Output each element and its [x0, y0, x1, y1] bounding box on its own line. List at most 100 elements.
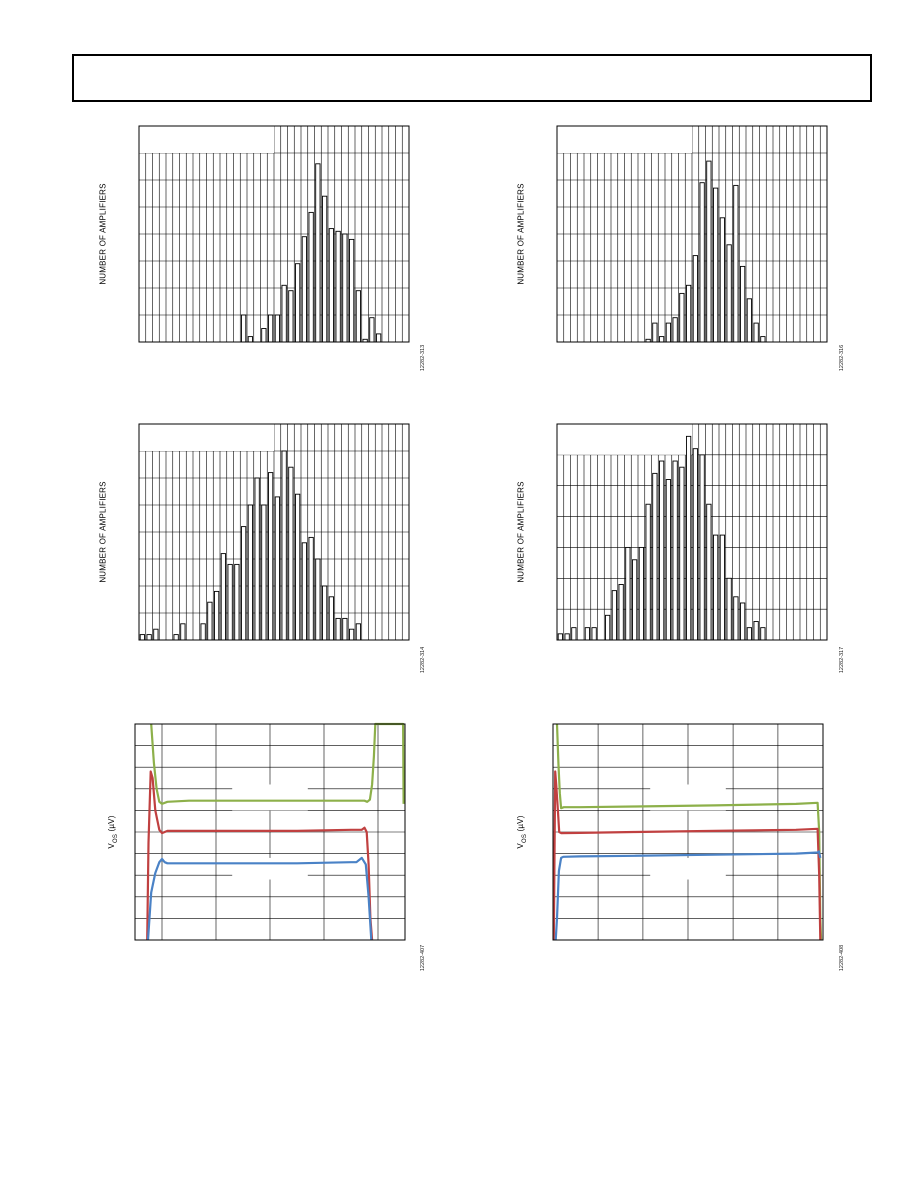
- vos-2-ylabel-unit: (µV): [516, 815, 526, 834]
- hist-1-bar: [294, 263, 301, 343]
- vos-1-ylabel-unit: (µV): [107, 815, 117, 834]
- hist-2-bar: [699, 182, 705, 343]
- hist-4-bar: [618, 584, 624, 641]
- hist-4-bar: [652, 472, 658, 641]
- hist-4-bar: [685, 435, 692, 641]
- hist-2-frame: [556, 125, 828, 343]
- hist-3-bar: [173, 634, 179, 641]
- hist-2-bar: [672, 317, 678, 343]
- hist-1-bar: [342, 233, 348, 343]
- hist-4-bar: [638, 546, 644, 641]
- hist-3-bar: [335, 617, 341, 641]
- hist-1-bar: [274, 314, 280, 343]
- hist-4-bar: [564, 633, 570, 641]
- page-header: [72, 54, 872, 102]
- hist-3-bar: [261, 504, 267, 641]
- hist-1-bar: [261, 328, 267, 343]
- hist-4-bar: [679, 466, 685, 641]
- hist-3-bar: [355, 623, 361, 641]
- vos-2-chart: [552, 723, 824, 941]
- hist-2-bar: [665, 322, 671, 343]
- hist-4-bar: [625, 546, 631, 641]
- hist-3-bar: [288, 466, 294, 641]
- hist-1-bar: [375, 333, 382, 343]
- hist-4-bar: [584, 627, 591, 641]
- hist-3-bar: [247, 504, 253, 641]
- hist-4-bar: [719, 534, 725, 641]
- hist-4-bar: [557, 633, 563, 641]
- vos-1-annotation-area: [232, 784, 308, 811]
- vos-1-frame: [134, 723, 406, 941]
- hist-1-bar: [301, 236, 307, 343]
- hist-3-bar: [328, 596, 334, 641]
- hist-3-bar: [240, 526, 247, 641]
- hist-3-legend-area: [139, 424, 274, 451]
- hist-2-bar: [658, 336, 665, 343]
- hist-3-bar: [207, 601, 213, 641]
- hist-3-bar: [321, 585, 328, 641]
- hist-3-chart: [138, 423, 410, 641]
- hist-2-bar: [652, 322, 658, 343]
- hist-3-bar: [213, 590, 220, 641]
- hist-2-bar: [739, 265, 746, 343]
- hist-4-bar: [571, 627, 577, 641]
- hist-1-bar: [335, 230, 341, 343]
- hist-4-bar: [746, 627, 752, 641]
- vos-1-series-0: [150, 722, 405, 805]
- hist-4-legend-area: [557, 424, 692, 455]
- hist-1-bar: [315, 163, 321, 343]
- hist-4-bar: [753, 621, 759, 641]
- hist-4-bar: [645, 503, 651, 641]
- hist-4-bar: [726, 577, 732, 641]
- hist-1-bar: [267, 314, 274, 343]
- hist-1-bar: [369, 317, 375, 343]
- hist-3-bar: [139, 634, 145, 641]
- hist-4-bar: [665, 479, 671, 641]
- vos-2-frame: [552, 723, 824, 941]
- hist-3-bar: [180, 623, 186, 641]
- hist-4-figure-id: 12282-317: [839, 646, 845, 674]
- hist-2-bar: [760, 336, 766, 343]
- hist-2-legend-area: [557, 126, 692, 153]
- vos-1-chart: [134, 722, 406, 941]
- hist-3-bar: [301, 542, 307, 641]
- vos-1-ylabel: VOS (µV): [107, 815, 119, 848]
- hist-4-ylabel: NUMBER OF AMPLIFIERS: [516, 481, 526, 583]
- hist-4-bar: [591, 627, 597, 641]
- hist-4-bar: [672, 460, 678, 641]
- hist-2-bar: [719, 217, 725, 343]
- hist-4-chart: [556, 423, 828, 641]
- hist-3-bar: [308, 536, 314, 641]
- hist-3-bar: [234, 563, 240, 641]
- vos-2-series-0: [555, 723, 823, 941]
- hist-2-bar: [679, 292, 685, 343]
- hist-3-figure-id: 12282-314: [420, 646, 426, 674]
- hist-4-bar: [706, 503, 712, 641]
- vos-2-figure-id: 12282-408: [839, 944, 845, 972]
- hist-3-bar: [200, 623, 206, 641]
- vos-2-series-2: [554, 850, 822, 941]
- hist-4-bar: [733, 596, 739, 641]
- vos-1-figure-id: 12282-407: [420, 944, 426, 972]
- hist-3-bar: [153, 628, 159, 641]
- hist-1-bar: [288, 290, 294, 343]
- hist-2-bar: [753, 322, 759, 343]
- hist-3-bar: [348, 628, 355, 641]
- hist-4-bar: [605, 614, 611, 641]
- vos-2-ylabel-main: V: [516, 843, 526, 849]
- hist-4-bar: [611, 590, 618, 641]
- hist-3-bar: [274, 496, 280, 641]
- hist-3-frame: [138, 423, 410, 641]
- hist-4-frame: [556, 423, 828, 641]
- hist-1-legend-area: [139, 126, 274, 153]
- hist-4-bar: [760, 627, 766, 641]
- hist-3-bar: [146, 634, 152, 641]
- hist-1-ylabel: NUMBER OF AMPLIFIERS: [98, 183, 108, 285]
- vos-2-ylabel-sub: OS: [521, 833, 528, 844]
- hist-2-bar: [733, 184, 739, 343]
- hist-3-bar: [281, 450, 287, 641]
- hist-4-bar: [699, 454, 705, 641]
- hist-1-bar: [308, 211, 314, 343]
- hist-2-chart: [556, 125, 828, 343]
- hist-1-figure-id: 12282-313: [420, 344, 426, 372]
